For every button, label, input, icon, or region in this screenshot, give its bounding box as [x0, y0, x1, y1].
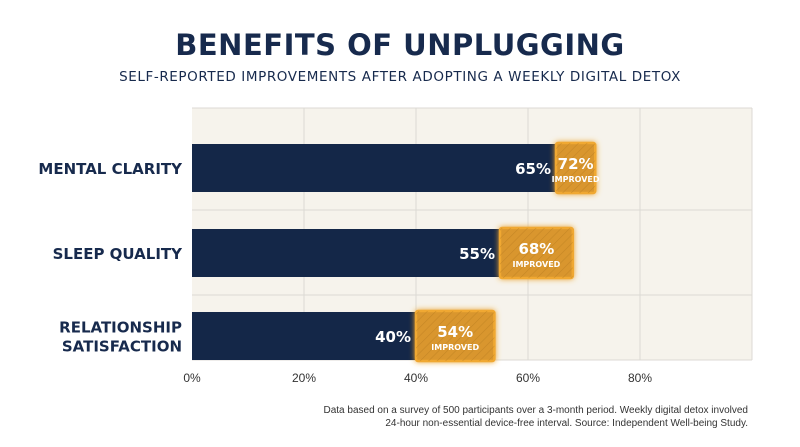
chart-title: BENEFITS OF UNPLUGGING — [175, 28, 625, 62]
category-label: SLEEP QUALITY — [53, 245, 184, 263]
base-value-label: 55% — [459, 245, 495, 263]
improved-segment — [554, 141, 597, 195]
category-label: MENTAL CLARITY — [38, 160, 183, 178]
improved-tag: IMPROVED — [552, 175, 600, 184]
base-value-label: 40% — [375, 328, 411, 346]
x-tick-label: 0% — [183, 371, 201, 385]
category-label: RELATIONSHIP SATISFACTION — [59, 319, 182, 356]
improved-value-label: 54% — [437, 323, 473, 341]
base-value-label: 65% — [515, 160, 551, 178]
improved-bar-hatch — [500, 228, 573, 278]
base-bar — [192, 144, 556, 192]
x-tick-label: 80% — [628, 371, 652, 385]
category-label-line: SATISFACTION — [62, 338, 182, 356]
x-tick-label: 60% — [516, 371, 540, 385]
bars: 65% 72% IMPROVED 55% 68% IMPROVED 40% 54% IMPROV… — [192, 141, 600, 363]
category-label-line: RELATIONSHIP — [59, 319, 182, 337]
x-tick-label: 20% — [292, 371, 316, 385]
improved-bar-hatch — [416, 311, 495, 361]
improved-segment — [414, 309, 496, 363]
base-bar — [192, 229, 500, 277]
chart-subtitle: SELF-REPORTED IMPROVEMENTS AFTER ADOPTIN… — [119, 69, 681, 85]
category-label-line: SLEEP QUALITY — [53, 245, 184, 263]
category-labels: MENTAL CLARITY SLEEP QUALITY RELATIONSHIP S… — [38, 160, 183, 356]
improved-segment — [498, 226, 575, 280]
base-bar — [192, 312, 416, 360]
improved-tag: IMPROVED — [512, 260, 560, 269]
footnote: Data based on a survey of 500 participan… — [323, 405, 748, 429]
improved-bar-hatch — [556, 143, 596, 193]
x-axis-ticks: 0% 20% 40% 60% 80% — [183, 371, 652, 385]
x-tick-label: 40% — [404, 371, 428, 385]
improved-tag: IMPROVED — [431, 343, 479, 352]
improved-value-label: 72% — [558, 155, 594, 173]
improved-value-label: 68% — [518, 240, 554, 258]
category-label-line: MENTAL CLARITY — [38, 160, 183, 178]
